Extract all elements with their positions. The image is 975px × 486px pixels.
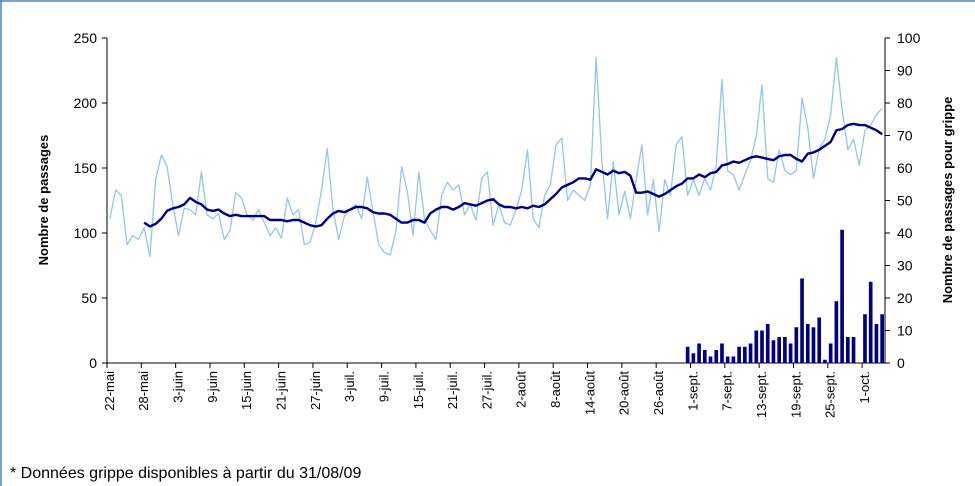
- y-axis-title: Nombre de passages: [36, 135, 51, 266]
- y2-tick-label: 10: [897, 323, 913, 339]
- y2-tick-label: 80: [897, 95, 913, 111]
- bar: [800, 278, 804, 363]
- x-tick-label: 21-juin: [273, 371, 288, 410]
- bar: [880, 314, 884, 363]
- bar: [874, 324, 879, 363]
- y2-tick-label: 0: [897, 355, 905, 371]
- bar: [823, 359, 827, 363]
- footnote: * Données grippe disponibles à partir du…: [10, 465, 361, 482]
- y-tick-label: 50: [81, 290, 97, 306]
- bar: [777, 337, 781, 363]
- y2-tick-label: 100: [897, 30, 921, 46]
- bar: [731, 356, 736, 363]
- x-tick-label: 1-sept.: [685, 371, 700, 411]
- x-tick-label: 22-mai: [102, 371, 117, 411]
- x-tick-label: 27-juil.: [479, 371, 494, 409]
- bar: [817, 317, 822, 363]
- bar: [845, 337, 850, 363]
- bar: [702, 350, 707, 363]
- x-tick-label: 3-juin: [171, 371, 186, 403]
- y-tick-label: 250: [74, 30, 98, 46]
- bar: [737, 346, 741, 363]
- x-tick-label: 7-sept.: [720, 371, 735, 411]
- bar: [863, 314, 867, 363]
- line: [109, 56, 883, 258]
- bar: [794, 327, 799, 363]
- bar: [840, 229, 844, 363]
- y-tick-label: 100: [74, 225, 98, 241]
- y2-tick-label: 90: [897, 63, 913, 79]
- bar: [805, 324, 810, 363]
- x-tick-label: 1-oct.: [857, 371, 872, 404]
- y2-tick-label: 60: [897, 160, 913, 176]
- bar: [868, 281, 873, 363]
- x-tick-label: 21-juil.: [445, 371, 460, 409]
- x-tick-label: 9-juin: [205, 371, 220, 403]
- bar: [765, 324, 770, 363]
- x-tick-label: 3-juil.: [342, 371, 357, 402]
- y2-tick-label: 30: [897, 258, 913, 274]
- bar: [828, 343, 833, 363]
- bar: [720, 343, 724, 363]
- x-tick-label: 28-mai: [136, 371, 151, 411]
- x-tick-label: 27-juin: [308, 371, 323, 410]
- bar: [754, 330, 759, 363]
- bar: [760, 330, 764, 363]
- bar: [691, 353, 696, 363]
- bar: [783, 337, 787, 363]
- y-tick-label: 200: [74, 95, 98, 111]
- bar: [811, 327, 816, 363]
- line: [143, 122, 883, 228]
- bar: [748, 343, 753, 363]
- bar: [725, 356, 730, 363]
- y-tick-label: 150: [74, 160, 98, 176]
- y2-tick-label: 20: [897, 290, 913, 306]
- x-tick-label: 2-août: [514, 371, 529, 408]
- x-tick-label: 14-août: [582, 371, 597, 415]
- bar: [685, 346, 690, 363]
- bar: [834, 301, 839, 363]
- x-tick-label: 8-août: [548, 371, 563, 408]
- x-tick-label: 9-juil.: [376, 371, 391, 402]
- bar: [771, 340, 776, 363]
- x-tick-label: 19-sept.: [788, 371, 803, 418]
- y2-tick-label: 70: [897, 128, 913, 144]
- x-tick-label: 26-août: [651, 371, 666, 415]
- bar: [788, 343, 793, 363]
- bar: [714, 350, 719, 363]
- y2-tick-label: 50: [897, 193, 913, 209]
- bar: [708, 356, 713, 363]
- x-tick-label: 13-sept.: [754, 371, 769, 418]
- bar: [697, 343, 701, 363]
- bar: [851, 337, 856, 363]
- y-tick-label: 0: [89, 355, 97, 371]
- x-tick-label: 25-sept.: [823, 371, 838, 418]
- x-tick-label: 20-août: [617, 371, 632, 415]
- y2-tick-label: 40: [897, 225, 913, 241]
- y2-axis-title: Nombre de passages pour grippe: [940, 97, 955, 304]
- x-tick-label: 15-juil.: [411, 371, 426, 409]
- bar: [743, 346, 747, 363]
- x-tick-label: 15-juin: [239, 371, 254, 410]
